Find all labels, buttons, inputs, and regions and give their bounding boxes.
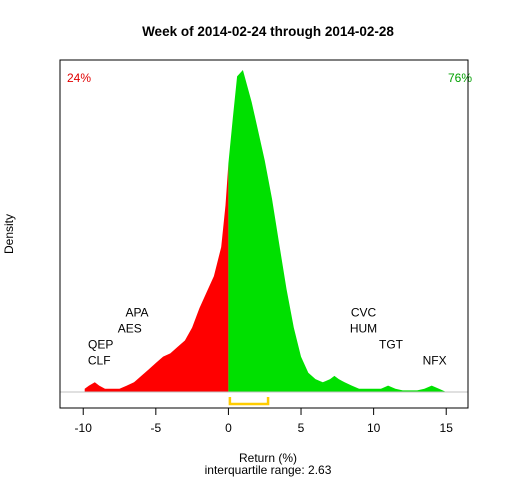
ticker-label-aes: AES: [118, 321, 142, 335]
ticker-label-hum: HUM: [350, 321, 377, 335]
x-tick-label: -5: [150, 421, 161, 435]
chart-title: Week of 2014-02-24 through 2014-02-28: [142, 24, 394, 39]
x-tick-label: 10: [367, 421, 381, 435]
positive-returns-area: [228, 70, 447, 392]
density-area-layer: [84, 70, 447, 392]
ticker-label-apa: APA: [125, 305, 148, 319]
ticker-label-tgt: TGT: [379, 338, 404, 352]
x-tick-label: 5: [298, 421, 305, 435]
x-tick-label: -10: [75, 421, 93, 435]
iqr-bracket: [228, 397, 270, 406]
right-percent-label: 76%: [448, 71, 472, 85]
x-tick-label: 0: [225, 421, 232, 435]
left-percent-label: 24%: [67, 71, 91, 85]
ticker-label-clf: CLF: [88, 354, 111, 368]
y-axis-label: Density: [2, 214, 16, 254]
ticker-label-cvc: CVC: [351, 305, 377, 319]
ticker-label-qep: QEP: [88, 338, 113, 352]
x-tick-label: 15: [440, 421, 454, 435]
negative-returns-area: [84, 163, 229, 392]
x-axis-label: Return (%): [239, 451, 297, 465]
iqr-bracket-line: [228, 397, 270, 406]
ticker-label-nfx: NFX: [423, 354, 447, 368]
x-axis-ticks: -10 -5 0 5 10 15: [75, 407, 454, 435]
iqr-caption: interquartile range: 2.63: [205, 463, 332, 477]
